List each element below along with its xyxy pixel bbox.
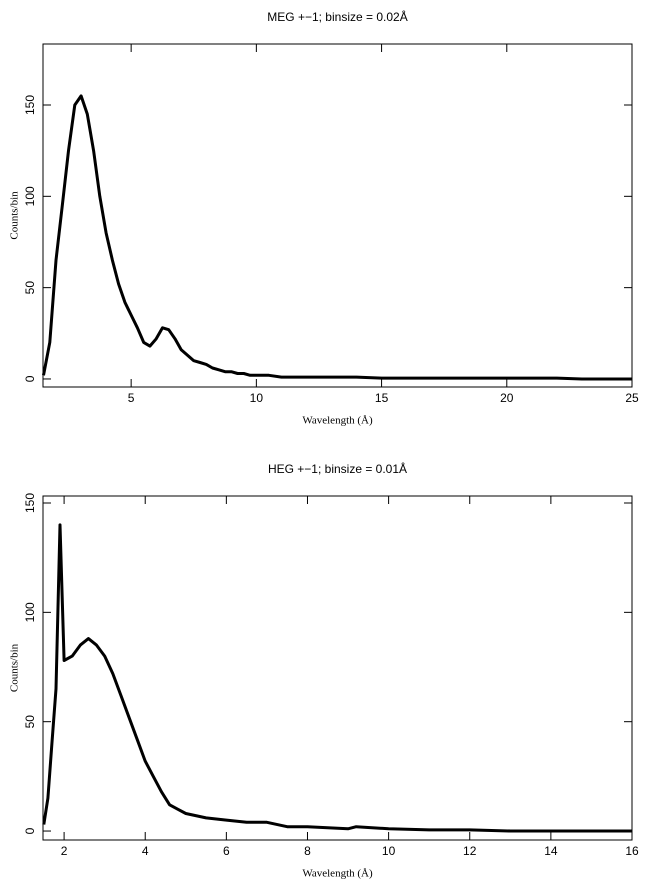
x-tick-label: 20 <box>500 391 514 405</box>
x-tick-label: 4 <box>142 844 149 858</box>
plot-frame <box>42 495 633 841</box>
chart-title: HEG +−1; binsize = 0.01Å <box>268 461 407 476</box>
x-tick-label: 10 <box>250 391 264 405</box>
x-tick-label: 14 <box>544 844 558 858</box>
x-tick-label: 6 <box>223 844 230 858</box>
y-tick-label: 150 <box>23 95 37 115</box>
x-tick-label: 2 <box>61 844 68 858</box>
plot-frame <box>42 43 633 388</box>
x-tick-label: 12 <box>463 844 477 858</box>
x-tick-label: 5 <box>128 391 135 405</box>
y-tick-label: 0 <box>23 375 37 382</box>
y-tick-label: 50 <box>23 715 37 729</box>
spectrum-line <box>42 523 632 833</box>
y-tick-label: 0 <box>23 827 37 834</box>
chart-title: MEG +−1; binsize = 0.02Å <box>267 9 407 24</box>
x-axis-label: Wavelength (Å) <box>302 868 373 880</box>
y-tick-label: 100 <box>23 602 37 622</box>
x-tick-label: 10 <box>382 844 396 858</box>
y-tick-label: 150 <box>23 493 37 513</box>
spectrum-line <box>42 94 632 381</box>
x-tick-label: 15 <box>375 391 389 405</box>
y-axis-label: Counts/bin <box>9 191 21 240</box>
x-tick-label: 25 <box>625 391 639 405</box>
y-tick-label: 50 <box>23 281 37 295</box>
y-tick-label: 100 <box>23 186 37 206</box>
x-tick-label: 16 <box>625 844 639 858</box>
x-axis-label: Wavelength (Å) <box>302 415 373 427</box>
x-tick-label: 8 <box>304 844 311 858</box>
y-axis-label: Counts/bin <box>9 643 21 692</box>
